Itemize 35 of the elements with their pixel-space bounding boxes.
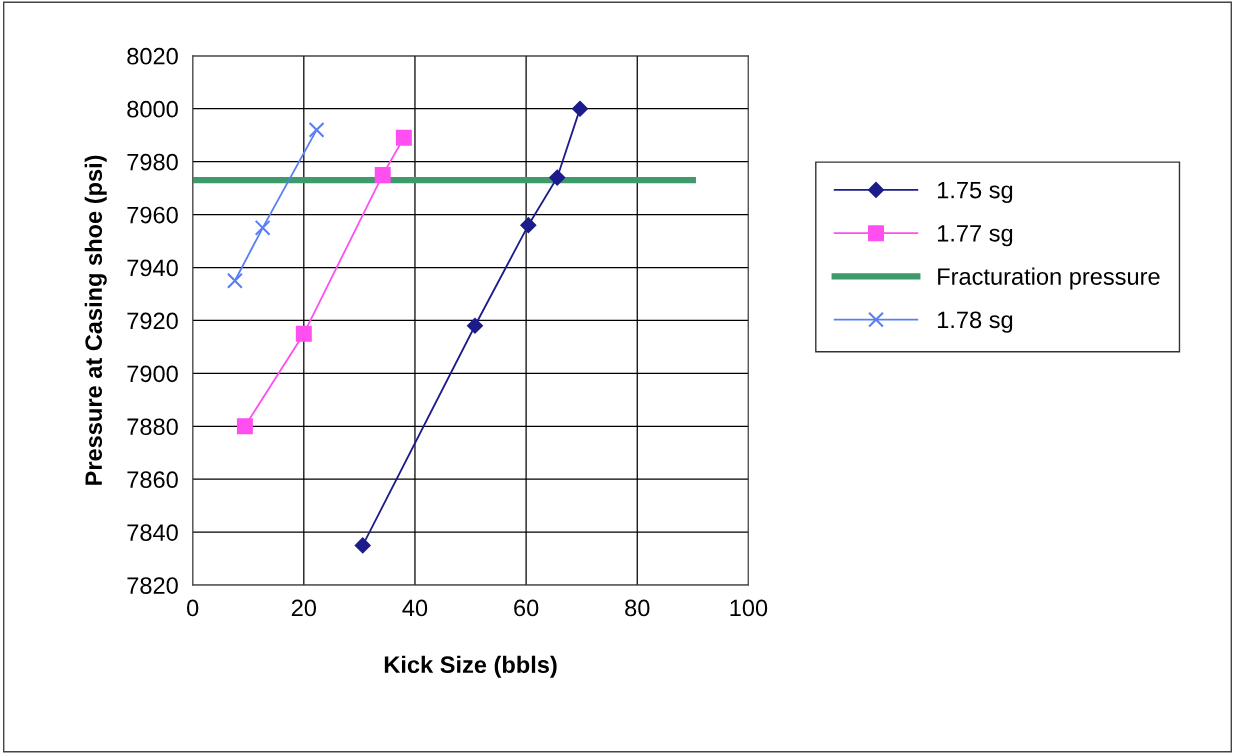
- point: [467, 317, 483, 334]
- point: [520, 217, 537, 234]
- y-tick-label: 8000: [127, 100, 178, 118]
- x-tick-label: 20: [291, 599, 317, 617]
- legend-label: 1.75 sg: [938, 181, 1013, 204]
- y-tick-label: 7960: [127, 206, 178, 224]
- x-tick-label: 40: [402, 599, 428, 617]
- point: [572, 100, 588, 117]
- y-tick-label: 7940: [127, 259, 178, 277]
- point: [308, 121, 325, 138]
- y-tick-label: 7840: [127, 524, 178, 541]
- x-axis-title: Kick Size (bbls): [384, 655, 557, 678]
- y-tick-label: 7900: [127, 365, 178, 383]
- point: [354, 537, 371, 554]
- y-tick-label: 7920: [127, 312, 178, 330]
- legend-label: Fracturation pressure: [938, 267, 1160, 290]
- x-tick-label: 100: [730, 599, 768, 617]
- point: [226, 272, 243, 289]
- legend-label: 1.77 sg: [938, 225, 1013, 247]
- point: [295, 325, 312, 342]
- y-tick-label: 8020: [127, 47, 178, 65]
- legend-label: 1.78 sg: [938, 311, 1013, 333]
- x-tick-label: 0: [187, 599, 199, 617]
- y-tick-label: 7880: [127, 418, 178, 436]
- y-tick-label: 7820: [127, 577, 178, 594]
- x-tick-label: 80: [625, 599, 650, 617]
- y-tick-label: 7860: [127, 471, 178, 489]
- y-tick-label: 7980: [127, 153, 178, 171]
- y-axis-title: Pressure at Casing shoe (psi): [84, 155, 107, 485]
- point: [236, 418, 253, 435]
- point: [549, 169, 566, 186]
- point: [395, 129, 412, 146]
- point: [254, 219, 271, 236]
- x-tick-label: 60: [514, 599, 539, 617]
- point: [374, 166, 391, 183]
